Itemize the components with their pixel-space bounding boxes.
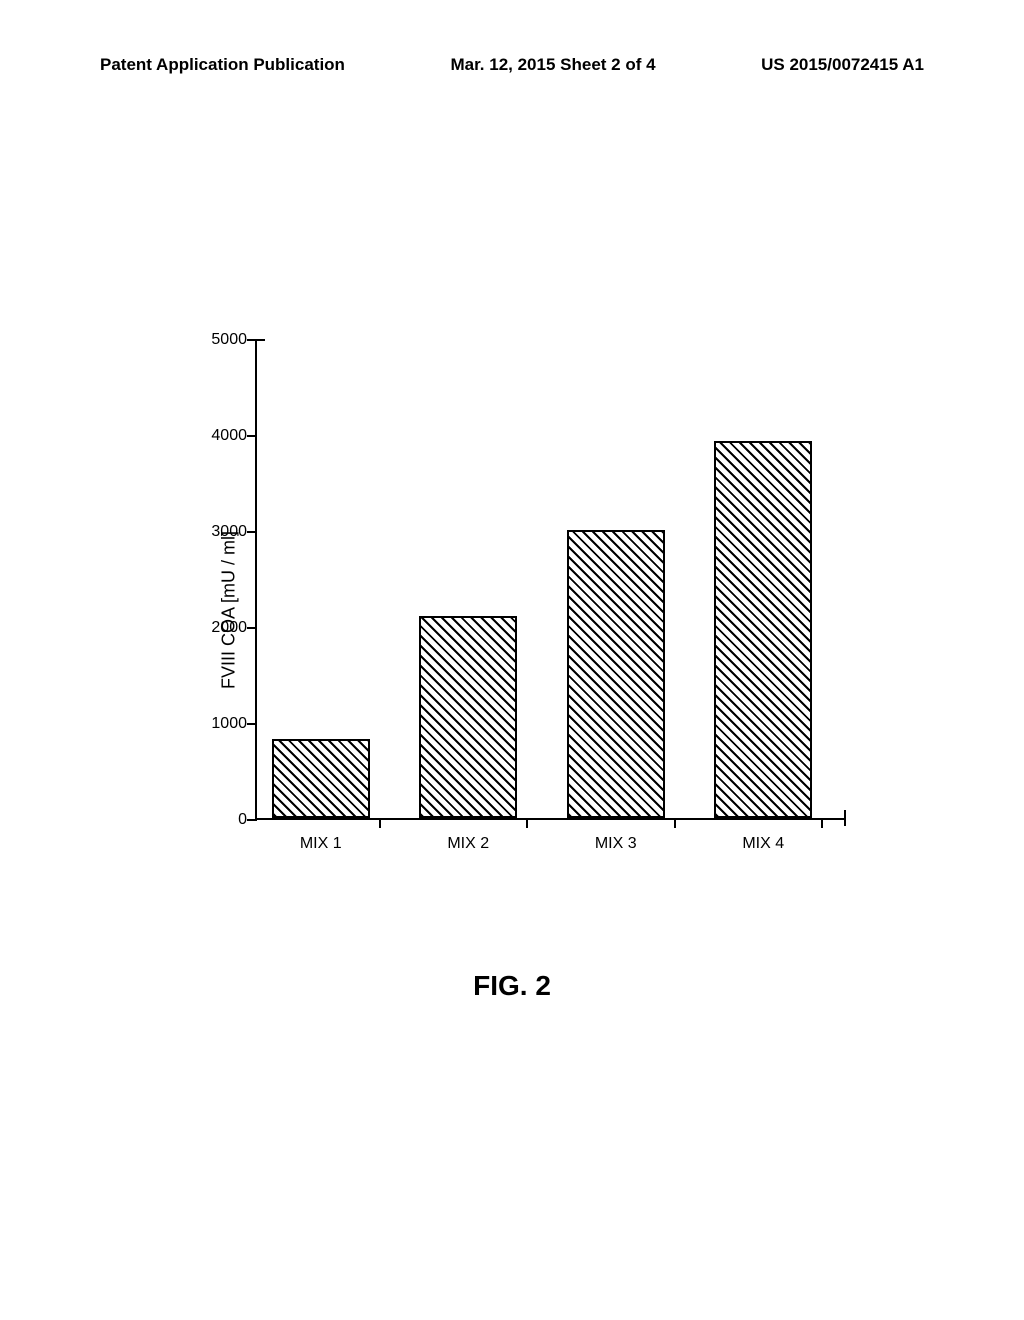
figure-label: FIG. 2 — [0, 970, 1024, 1002]
y-tick-label: 2000 — [197, 619, 247, 637]
x-tick — [379, 818, 381, 828]
chart-bar — [272, 739, 370, 818]
y-tick — [247, 627, 257, 629]
header-center-text: Mar. 12, 2015 Sheet 2 of 4 — [451, 55, 656, 75]
chart-bar-fill — [569, 532, 663, 816]
y-axis-top-cap — [249, 339, 265, 341]
chart-bar — [419, 616, 517, 818]
plot-area: 010002000300040005000MIX 1MIX 2MIX 3MIX … — [255, 340, 845, 820]
chart-bar — [714, 441, 812, 818]
y-tick — [247, 531, 257, 533]
y-tick-label: 4000 — [197, 427, 247, 445]
x-tick — [821, 818, 823, 828]
x-tick-label: MIX 3 — [595, 835, 637, 853]
x-tick-label: MIX 2 — [447, 835, 489, 853]
x-tick-label: MIX 4 — [742, 835, 784, 853]
chart-bar-fill — [716, 443, 810, 816]
y-tick-label: 5000 — [197, 331, 247, 349]
x-tick — [526, 818, 528, 828]
bar-chart: FVIII COA [mU / ml] 01000200030004000500… — [150, 340, 870, 880]
chart-bar — [567, 530, 665, 818]
y-tick — [247, 723, 257, 725]
header-left-text: Patent Application Publication — [100, 55, 345, 75]
y-tick — [247, 819, 257, 821]
chart-bar-fill — [421, 618, 515, 816]
header-right-text: US 2015/0072415 A1 — [761, 55, 924, 75]
y-tick — [247, 435, 257, 437]
x-tick-label: MIX 1 — [300, 835, 342, 853]
y-axis-title: FVIII COA [mU / ml] — [219, 531, 240, 689]
chart-bar-fill — [274, 741, 368, 816]
page-header: Patent Application Publication Mar. 12, … — [0, 55, 1024, 75]
y-tick-label: 0 — [197, 811, 247, 829]
y-tick-label: 3000 — [197, 523, 247, 541]
x-axis-right-cap — [844, 810, 846, 826]
y-tick-label: 1000 — [197, 715, 247, 733]
x-tick — [674, 818, 676, 828]
